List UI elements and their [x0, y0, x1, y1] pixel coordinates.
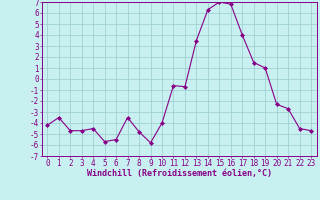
X-axis label: Windchill (Refroidissement éolien,°C): Windchill (Refroidissement éolien,°C) [87, 169, 272, 178]
